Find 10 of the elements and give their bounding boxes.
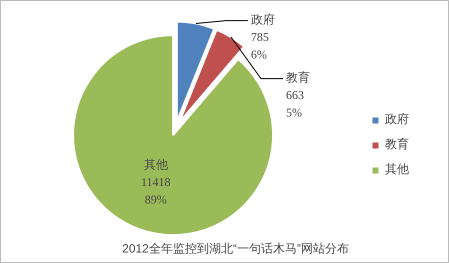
data-label: 663 5%	[286, 88, 304, 120]
data-label: 11418 89%	[140, 174, 171, 206]
slice-label: 其他	[144, 157, 168, 172]
data-label: 785 6%	[250, 30, 269, 62]
legend-label: 其他	[385, 161, 409, 178]
slice-label: 教育	[286, 70, 310, 85]
text: 2012全年监控到湖北“一句话木马”网站分布	[122, 242, 349, 256]
legend-label: 教育	[385, 136, 409, 153]
slice-label: 政府	[250, 12, 275, 27]
legend-label: 政府	[385, 111, 409, 128]
